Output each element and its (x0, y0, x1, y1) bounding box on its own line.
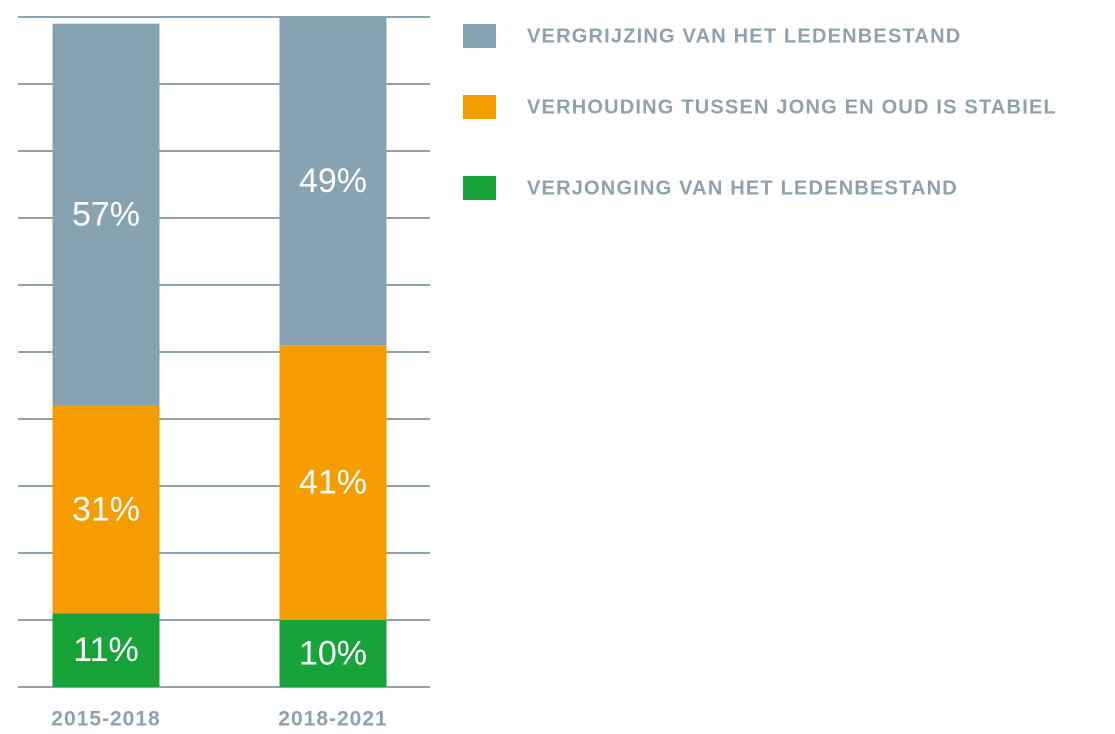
bar-segment (52, 405, 160, 614)
bar-segment (279, 345, 387, 620)
value-label: 11% (73, 631, 139, 669)
legend-label: VERHOUDING TUSSEN JONG EN OUD IS STABIEL (527, 96, 1057, 118)
value-label: 41% (299, 464, 367, 502)
legend-label: VERGRIJZING VAN HET LEDENBESTAND (527, 25, 961, 47)
bar-segment (279, 620, 387, 687)
bar-segment (52, 613, 160, 687)
legend-swatch (463, 24, 496, 48)
value-label: 31% (72, 490, 140, 528)
value-label: 57% (72, 196, 140, 234)
x-tick-label: 2018-2021 (278, 708, 387, 731)
legend-label: VERJONGING VAN HET LEDENBESTAND (527, 177, 958, 199)
bar-segment (279, 17, 387, 346)
legend-swatch (463, 176, 496, 200)
value-label: 10% (299, 634, 367, 672)
legend-swatch (463, 95, 496, 119)
value-label: 49% (299, 162, 367, 200)
x-tick-label: 2015-2018 (51, 708, 160, 731)
bar-segment (52, 23, 160, 406)
